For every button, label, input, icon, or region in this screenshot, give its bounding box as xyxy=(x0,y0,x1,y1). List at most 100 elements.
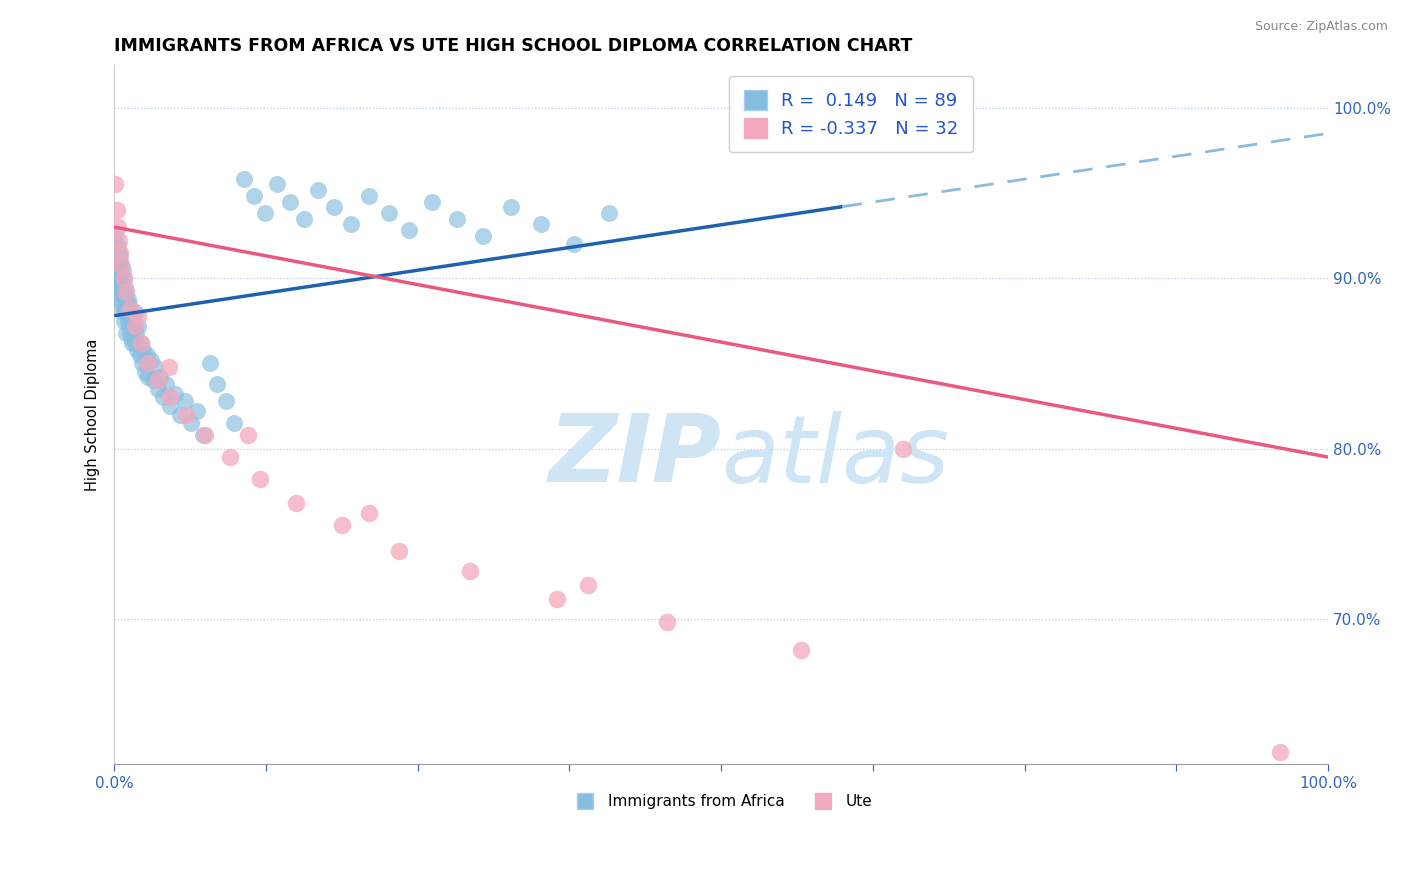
Point xyxy=(118,301,141,316)
Point xyxy=(266,178,288,192)
Point xyxy=(110,251,132,265)
Point xyxy=(191,428,214,442)
Point xyxy=(446,211,468,226)
Point xyxy=(128,348,150,362)
Point xyxy=(194,428,217,442)
Point xyxy=(377,206,399,220)
Text: atlas: atlas xyxy=(721,411,949,502)
Point xyxy=(110,258,132,272)
Point xyxy=(105,202,128,217)
Point xyxy=(105,237,128,252)
Point xyxy=(121,335,143,350)
Point xyxy=(131,356,153,370)
Point xyxy=(146,382,169,396)
Point xyxy=(249,472,271,486)
Point xyxy=(472,228,495,243)
Point xyxy=(115,326,138,340)
Point xyxy=(107,275,129,289)
Point xyxy=(174,408,197,422)
Point xyxy=(136,356,159,370)
Point xyxy=(110,258,132,272)
Point xyxy=(398,223,420,237)
Point xyxy=(146,373,169,387)
Point xyxy=(546,591,568,606)
Point xyxy=(790,642,813,657)
Point xyxy=(307,183,329,197)
Point xyxy=(105,262,128,277)
Point xyxy=(124,305,146,319)
Point xyxy=(145,359,167,374)
Point xyxy=(121,314,143,328)
Text: IMMIGRANTS FROM AFRICA VS UTE HIGH SCHOOL DIPLOMA CORRELATION CHART: IMMIGRANTS FROM AFRICA VS UTE HIGH SCHOO… xyxy=(114,37,912,55)
Point xyxy=(118,326,141,340)
Point xyxy=(359,189,381,203)
Point xyxy=(122,322,145,336)
Point xyxy=(120,309,142,323)
Point xyxy=(111,305,134,319)
Point xyxy=(112,271,135,285)
Point xyxy=(136,348,159,362)
Point xyxy=(598,206,620,220)
Point xyxy=(218,450,240,464)
Point xyxy=(458,564,481,578)
Point xyxy=(359,506,381,520)
Point xyxy=(114,301,136,316)
Point xyxy=(1268,745,1291,759)
Point xyxy=(139,353,162,368)
Point xyxy=(115,285,138,299)
Point xyxy=(129,335,152,350)
Text: Source: ZipAtlas.com: Source: ZipAtlas.com xyxy=(1254,20,1388,33)
Point xyxy=(115,305,138,319)
Point xyxy=(117,314,139,328)
Text: ZIP: ZIP xyxy=(548,410,721,502)
Point xyxy=(236,428,259,442)
Point xyxy=(104,271,127,285)
Point xyxy=(142,373,165,387)
Point xyxy=(110,268,132,282)
Point xyxy=(322,200,344,214)
Point xyxy=(118,301,141,316)
Point xyxy=(285,496,308,510)
Point xyxy=(112,314,135,328)
Point xyxy=(530,217,553,231)
Point xyxy=(110,279,132,293)
Point xyxy=(132,343,155,357)
Point xyxy=(114,279,136,293)
Point xyxy=(107,220,129,235)
Point xyxy=(125,326,148,340)
Point xyxy=(108,234,131,248)
Point xyxy=(120,331,142,345)
Point xyxy=(111,285,134,299)
Point xyxy=(159,391,181,405)
Point xyxy=(420,194,443,209)
Point xyxy=(224,416,246,430)
Point xyxy=(107,258,129,272)
Point xyxy=(180,416,202,430)
Point xyxy=(243,189,266,203)
Point xyxy=(501,200,523,214)
Point xyxy=(107,240,129,254)
Point xyxy=(117,292,139,306)
Point xyxy=(110,285,132,299)
Point xyxy=(332,518,354,533)
Point xyxy=(134,365,156,379)
Point xyxy=(110,245,132,260)
Point xyxy=(115,285,138,299)
Point xyxy=(169,408,191,422)
Point xyxy=(118,318,141,333)
Point xyxy=(163,387,186,401)
Point xyxy=(108,262,131,277)
Point xyxy=(112,292,135,306)
Point xyxy=(159,399,181,413)
Point xyxy=(253,206,276,220)
Point xyxy=(108,292,131,306)
Point xyxy=(388,544,411,558)
Point xyxy=(292,211,315,226)
Point xyxy=(104,254,127,268)
Point xyxy=(340,217,363,231)
Point xyxy=(233,172,256,186)
Legend: Immigrants from Africa, Ute: Immigrants from Africa, Ute xyxy=(564,789,879,815)
Point xyxy=(104,178,127,192)
Point xyxy=(149,370,172,384)
Point xyxy=(105,279,128,293)
